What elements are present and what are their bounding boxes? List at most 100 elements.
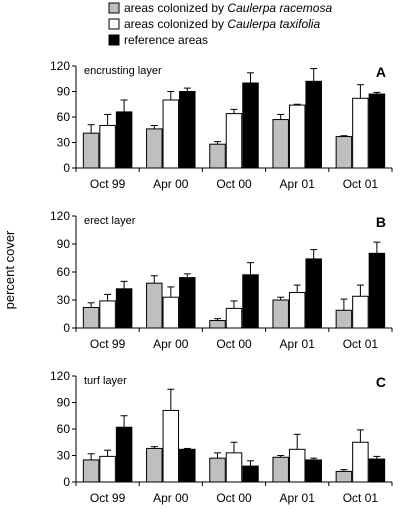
panel-a-bar-taxifolia [99,125,116,169]
legend-swatch-taxifolia [108,18,120,30]
panel-a-bar-racemosa [209,143,226,169]
panel-c-bar-taxifolia [225,452,243,483]
panel-c-y-tick-label: 90 [57,396,71,410]
panel-a-bar-racemosa [335,136,353,169]
panel-b-x-tick-label: Oct 99 [90,337,126,351]
panel-b-y-tick-label: 30 [57,293,71,307]
panel-b-y-tick-label: 90 [57,237,71,251]
panel-c-letter: C [376,374,386,390]
panel-a-y-tick-label: 90 [57,85,71,99]
panel-c-y-tick-label: 60 [57,422,71,436]
panel-c-bar-racemosa [146,447,163,483]
panel-c-bar-racemosa [272,456,289,483]
panel-c-bar-reference [115,426,133,483]
panel-a-y-tick-label: 60 [57,110,71,124]
panel-c-bar-taxifolia [352,441,369,483]
panel-b-y-tick-label: 0 [63,321,70,335]
panel-b-y-tick-label: 60 [57,265,71,279]
panel-b-x-tick-label: Apr 01 [280,337,316,351]
panel-b-bar-taxifolia [99,300,116,329]
panel-c-bar-racemosa [335,470,353,483]
panel-a-bar-reference [242,82,259,169]
panel-c-y-tick-label: 30 [57,449,71,463]
panel-a: 0 30 60 90 120 encrusting layer A Oct 99 Apr 00 O… [50,59,393,191]
panel-c-bar-racemosa [209,457,226,483]
panel-a-bar-racemosa [146,128,163,169]
panel-c-bar-reference [242,465,259,483]
legend: areas colonized by Caulerpa racemosa are… [108,1,332,47]
panel-b-bar-racemosa [146,282,163,329]
legend-prefix-taxifolia: areas colonized by [124,17,227,31]
panel-a-bar-taxifolia [162,99,180,169]
panel-b-bar-reference [115,288,133,329]
panel-b-bar-taxifolia [225,307,243,329]
panel-a-x-tick-label: Oct 00 [216,177,252,191]
panel-c-x-tick-label: Apr 01 [280,491,316,505]
panel-b-letter: B [376,214,386,230]
panel-a-y-tick-label: 0 [63,161,70,175]
panel-a-bar-taxifolia [225,113,243,169]
panel-b-x-tick-label: Apr 00 [153,337,189,351]
legend-swatch-reference [108,34,120,46]
legend-label-racemosa: areas colonized by Caulerpa racemosa [124,1,332,15]
panel-a-bar-reference [115,111,133,169]
y-axis-label: percent cover [2,230,17,309]
panel-a-x-tick-label: Oct 99 [90,177,126,191]
panel-a-bar-reference [368,93,386,169]
legend-species-racemosa: Caulerpa racemosa [227,1,332,15]
panel-c-x-tick-label: Oct 00 [216,491,252,505]
panel-a-bar-taxifolia [352,97,369,169]
panel-c-x-tick-label: Apr 00 [153,491,189,505]
legend-prefix-racemosa: areas colonized by [124,1,227,15]
panel-a-x-tick-label: Apr 00 [153,177,189,191]
panel-a-bar-reference [305,80,322,169]
panel-a-bar-racemosa [82,132,100,169]
panel-c: 0 30 60 90 120 turf layer C Oct 99 Apr 00 Oct 00 A… [50,369,393,505]
legend-label-taxifolia: areas colonized by Caulerpa taxifolia [124,17,320,31]
legend-species-taxifolia: Caulerpa taxifolia [227,17,320,31]
panel-b-bar-reference [179,277,196,329]
panel-a-title: encrusting layer [84,65,162,77]
panel-a-x-tick-label: Apr 01 [280,177,316,191]
panel-c-bar-reference [305,459,322,483]
panel-a-y-tick-label: 30 [57,136,71,150]
panel-c-y-tick-label: 0 [63,475,70,489]
panel-c-y-tick-label: 120 [50,369,70,383]
panel-a-bar-taxifolia [288,104,306,169]
legend-swatch-racemosa [108,2,120,14]
legend-item-racemosa: areas colonized by Caulerpa racemosa [108,1,332,15]
panel-b-y-tick-label: 120 [50,209,70,223]
panel-b-bar-taxifolia [162,296,180,329]
panel-c-title: turf layer [84,375,127,387]
panel-b-bar-racemosa [82,306,100,329]
legend-label-reference: reference areas [124,33,208,47]
panel-a-x-tick-label: Oct 01 [343,177,379,191]
panel-b-bar-reference [305,258,322,329]
panel-a-letter: A [376,64,386,80]
panel-c-bar-racemosa [82,459,100,483]
panel-a-y-tick-label: 120 [50,59,70,73]
panel-b-title: erect layer [84,215,136,227]
panel-c-bar-taxifolia [288,448,306,483]
legend-item-taxifolia: areas colonized by Caulerpa taxifolia [108,17,320,31]
panel-b: 0 30 60 90 120 erect layer B Oct 99 Apr 00 Oct 00… [50,209,393,351]
legend-prefix-reference: reference areas [124,33,208,47]
panel-c-x-tick-label: Oct 01 [343,491,379,505]
panel-b-bar-reference [242,274,259,329]
panel-c-bar-reference [179,448,196,483]
panel-b-x-tick-label: Oct 01 [343,337,379,351]
panel-b-bar-racemosa [272,299,289,329]
panel-b-bar-reference [368,252,386,329]
panel-b-x-tick-label: Oct 00 [216,337,252,351]
panel-b-bar-taxifolia [352,295,369,329]
panel-b-bar-racemosa [335,309,353,329]
panel-a-bar-racemosa [272,119,289,169]
panel-b-bar-taxifolia [288,292,306,329]
panel-c-bar-reference [368,458,386,483]
legend-item-reference: reference areas [108,33,208,47]
panel-c-x-tick-label: Oct 99 [90,491,126,505]
panel-a-bar-reference [179,91,196,169]
panel-b-bar-racemosa [209,320,226,329]
panel-c-bar-taxifolia [162,409,180,483]
